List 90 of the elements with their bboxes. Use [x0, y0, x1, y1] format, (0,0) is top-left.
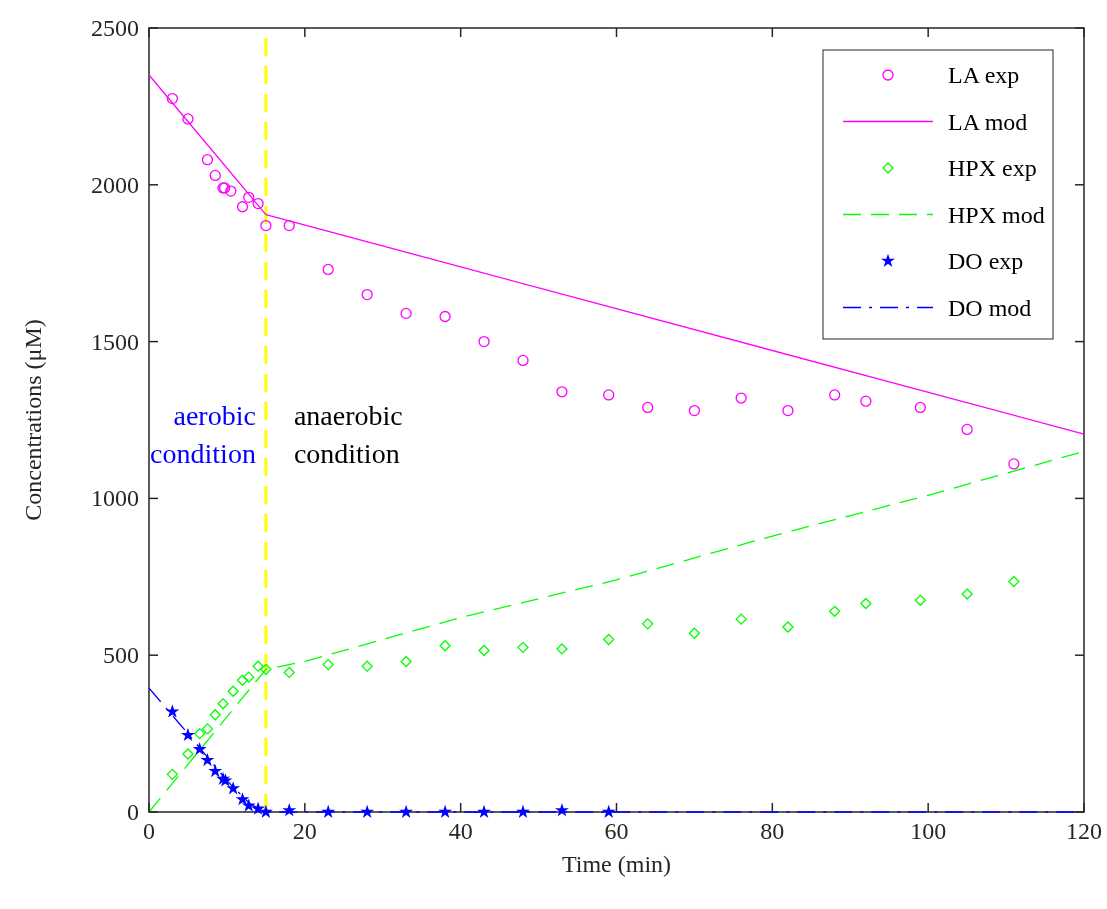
point [241, 798, 256, 812]
point [517, 641, 529, 654]
x-tick-label: 80 [760, 818, 785, 844]
point [400, 307, 412, 320]
y-tick-label: 2000 [91, 171, 139, 198]
point [182, 748, 194, 760]
point [260, 663, 272, 675]
point [860, 395, 872, 407]
legend-label: LA mod [948, 108, 1028, 135]
x-axis-title: Time (min) [561, 851, 672, 877]
x-tick-label: 120 [1066, 818, 1102, 844]
point [556, 386, 568, 398]
point [439, 640, 451, 652]
point [322, 263, 334, 276]
point [688, 627, 701, 639]
point [603, 633, 615, 646]
y-tick-label: 1000 [91, 485, 139, 512]
legend-label: LA exp [948, 62, 1020, 88]
point [217, 698, 229, 710]
x-tick-label: 60 [604, 818, 629, 844]
point [225, 185, 237, 197]
point [201, 154, 214, 166]
point [829, 605, 841, 617]
point [914, 401, 927, 414]
y-tick-label: 2500 [91, 15, 139, 41]
point [601, 804, 616, 818]
point [478, 335, 490, 348]
point [860, 597, 872, 610]
point [243, 191, 255, 203]
point [361, 660, 373, 672]
point [603, 389, 615, 401]
point [243, 671, 255, 683]
point [735, 392, 747, 404]
point [961, 588, 973, 600]
point [200, 752, 215, 767]
point [829, 389, 841, 401]
point [209, 709, 221, 721]
point [182, 113, 194, 125]
point [735, 613, 747, 625]
point [235, 792, 250, 806]
point [208, 763, 223, 778]
point [688, 404, 701, 417]
point [260, 219, 272, 232]
x-tick-label: 0 [143, 818, 155, 844]
point [477, 804, 491, 818]
legend-label: DO mod [948, 294, 1032, 321]
x-tick-label: 100 [910, 818, 947, 844]
legend-label: DO exp [948, 248, 1024, 274]
point [642, 401, 654, 414]
point [556, 643, 568, 655]
point [1008, 575, 1020, 588]
point [227, 685, 239, 697]
y-tick-label: 500 [103, 642, 139, 669]
x-tick-label: 40 [448, 818, 473, 844]
y-tick-label: 1500 [91, 328, 139, 355]
y-axis-title: Concentrations (μM) [20, 319, 46, 521]
point [226, 781, 241, 795]
point [400, 655, 412, 668]
point [517, 354, 529, 367]
legend-label: HPX exp [948, 155, 1037, 181]
point [322, 658, 334, 671]
point [516, 804, 530, 818]
point [1008, 458, 1020, 470]
point [252, 660, 264, 672]
annotation: anaerobic condition [293, 399, 403, 469]
point [361, 288, 373, 301]
point [782, 621, 794, 633]
point [166, 92, 179, 105]
point [642, 618, 654, 630]
point [236, 674, 249, 686]
point [782, 404, 794, 417]
annotation: aerobic condition [150, 399, 256, 469]
point [201, 723, 214, 735]
point [194, 727, 206, 740]
point [439, 310, 451, 323]
point [283, 666, 295, 679]
x-tick-label: 20 [292, 818, 317, 844]
legend-label: HPX mod [948, 201, 1045, 228]
point [165, 704, 180, 718]
point [236, 201, 249, 213]
point [283, 219, 295, 232]
point [252, 197, 264, 210]
point [555, 803, 569, 817]
y-tick-label: 0 [127, 799, 139, 825]
point [961, 423, 973, 436]
point [209, 169, 221, 182]
point [914, 594, 927, 606]
point [181, 727, 195, 742]
point [478, 644, 490, 657]
point [166, 768, 179, 781]
